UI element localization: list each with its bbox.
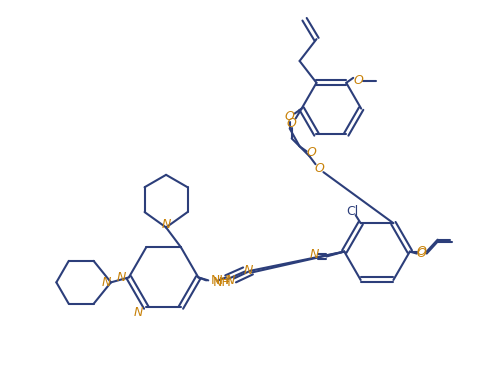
Text: O: O	[417, 245, 427, 258]
Text: N: N	[161, 218, 171, 231]
Text: NH: NH	[213, 276, 232, 289]
Text: O: O	[417, 247, 427, 260]
Text: N: N	[244, 264, 253, 277]
Text: N: N	[310, 248, 319, 261]
Text: O: O	[287, 117, 296, 130]
Text: N: N	[116, 271, 125, 284]
Text: N: N	[134, 306, 143, 319]
Text: O: O	[315, 162, 324, 175]
Text: NH: NH	[210, 274, 229, 287]
Text: N: N	[101, 276, 111, 289]
Text: Cl: Cl	[346, 205, 359, 218]
Text: O: O	[353, 74, 363, 87]
Text: N: N	[225, 274, 235, 287]
Text: O: O	[307, 146, 317, 159]
Text: O: O	[285, 110, 294, 123]
